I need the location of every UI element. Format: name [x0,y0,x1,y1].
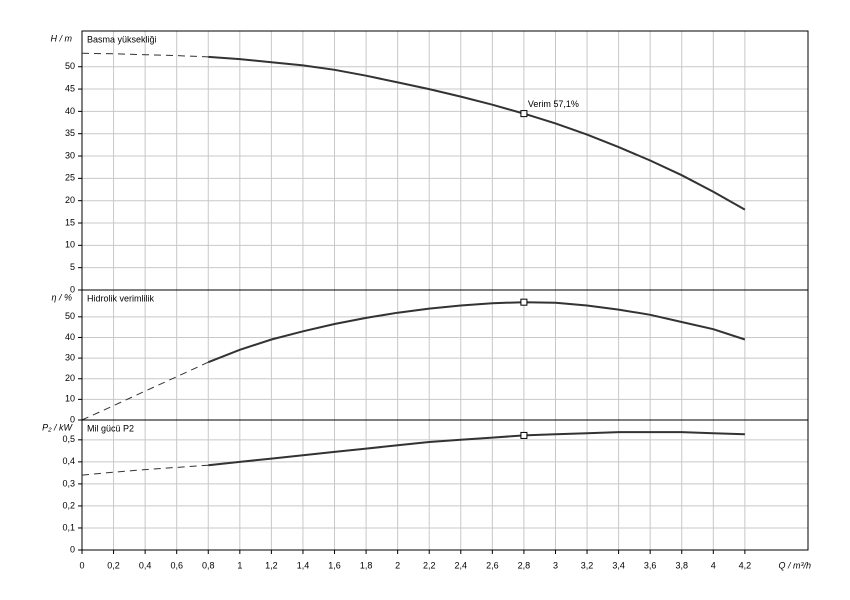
panel-label: Mil gücü P2 [87,423,134,433]
curve [81,52,209,58]
x-tick-label: 4 [711,560,716,570]
y-tick-label: 0,5 [62,434,75,444]
panel-label: Hidrolik verimlilik [87,293,155,303]
x-tick-label: 2,6 [486,560,499,570]
x-tick-label: 1 [237,560,242,570]
x-tick-label: 3,8 [675,560,688,570]
x-axis-label: Q / m³/h [778,560,811,570]
x-tick-label: 0,8 [202,560,215,570]
panel-frame [81,30,809,291]
panel-frame [81,419,809,551]
y-tick-label: 15 [65,217,75,227]
x-tick-label: 0,2 [107,560,120,570]
y-tick-label: 10 [65,394,75,404]
y-tick-label: 25 [65,173,75,183]
y-tick-label: 45 [65,83,75,93]
y-tick-label: 20 [65,373,75,383]
x-tick-label: 2 [395,560,400,570]
x-tick-label: 0 [79,560,84,570]
y-tick-label: 40 [65,106,75,116]
curve [208,431,745,467]
x-tick-label: 1,2 [265,560,278,570]
y-tick-label: 30 [65,150,75,160]
x-tick-label: 3 [553,560,558,570]
y-tick-label: 0,1 [62,522,75,532]
x-tick-label: 4,2 [739,560,752,570]
y-tick-label: 0 [70,284,75,294]
annotation: Verim 57,1% [528,99,579,109]
y-tick-label: 10 [65,240,75,250]
x-tick-label: 1,4 [297,560,310,570]
duty-point [520,298,528,306]
y-tick-label: 0,3 [62,478,75,488]
y-tick-label: 50 [65,61,75,71]
y-tick-label: 35 [65,128,75,138]
y-tick-label: 0,4 [62,456,75,466]
x-tick-label: 2,2 [423,560,436,570]
x-tick-label: 0,6 [170,560,183,570]
y-tick-label: 40 [65,332,75,342]
y-tick-label: 0,2 [62,500,75,510]
duty-point [520,110,528,118]
y-tick-label: 0 [70,414,75,424]
y-axis-label: P₂ / kW [42,422,73,432]
x-tick-label: 1,8 [360,560,373,570]
panel-label: Basma yüksekliği [87,34,157,44]
x-tick-label: 3,2 [581,560,594,570]
y-axis-label: η / % [51,292,72,302]
y-tick-label: 5 [70,262,75,272]
panel-frame [81,289,809,421]
curve [208,55,746,211]
x-tick-label: 2,8 [518,560,531,570]
curve [81,464,209,476]
x-tick-label: 1,6 [328,560,341,570]
y-tick-label: 50 [65,311,75,321]
curve [207,301,746,364]
x-tick-label: 3,4 [612,560,625,570]
y-axis-label: H / m [51,33,73,43]
y-tick-label: 20 [65,195,75,205]
x-tick-label: 2,4 [455,560,468,570]
y-tick-label: 0 [70,544,75,554]
x-tick-label: 3,6 [644,560,657,570]
duty-point [520,431,528,439]
y-tick-label: 30 [65,352,75,362]
x-tick-label: 0,4 [139,560,152,570]
